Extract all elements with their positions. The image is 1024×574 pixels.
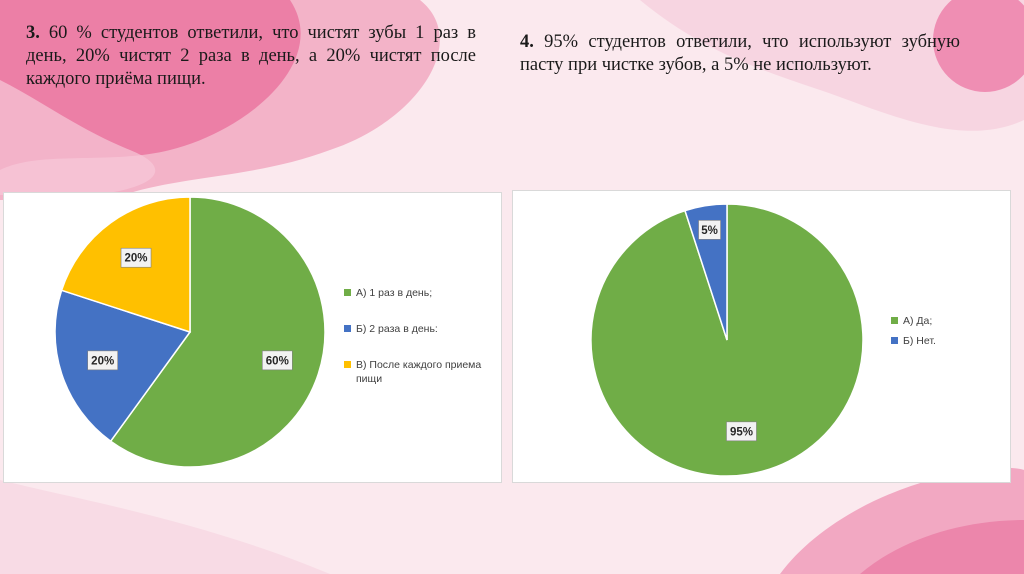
chart-panel-brushing-frequency: 60% 20% 20% А) 1 раз в день; Б) 2 раза в ден… bbox=[3, 192, 502, 483]
slide-text-3: 3. 60 % студентов ответили, что чистят з… bbox=[26, 22, 476, 91]
legend-entry: В) После каждого приема пищи bbox=[344, 359, 481, 385]
legend-swatch bbox=[344, 325, 351, 332]
legend-label: А) Да; bbox=[903, 315, 932, 327]
legend-entry: Б) 2 раза в день: bbox=[344, 323, 438, 335]
legend-swatch bbox=[344, 289, 351, 296]
slide-text-4: 4. 95% студентов ответили, что использую… bbox=[520, 31, 960, 77]
pie-slice bbox=[109, 196, 326, 468]
chart-panel-toothpaste-use: 95% 5% А) Да; Б) Нет. bbox=[512, 190, 1011, 483]
slice-data-label: 20% bbox=[87, 350, 118, 371]
legend-label: А) 1 раз в день; bbox=[356, 287, 432, 299]
legend-swatch bbox=[891, 337, 898, 344]
legend-entry: Б) Нет. bbox=[891, 335, 936, 347]
item-text: 60 % студентов ответили, что чистят зубы… bbox=[26, 23, 476, 89]
legend-label: В) После каждого приема bbox=[356, 359, 481, 371]
svg-text:20%: 20% bbox=[91, 355, 114, 367]
slice-data-label: 95% bbox=[726, 421, 757, 442]
legend-entry: А) Да; bbox=[891, 315, 932, 327]
pie-chart-toothpaste-use: 95% 5% А) Да; Б) Нет. bbox=[590, 203, 936, 477]
pie-chart-brushing-frequency: 60% 20% 20% А) 1 раз в день; Б) 2 раза в ден… bbox=[54, 196, 481, 468]
legend-swatch bbox=[344, 361, 351, 368]
svg-text:95%: 95% bbox=[730, 426, 753, 438]
item-number: 3. bbox=[26, 23, 40, 43]
svg-text:5%: 5% bbox=[701, 225, 718, 237]
slice-data-label: 60% bbox=[262, 350, 293, 371]
legend-entry: А) 1 раз в день; bbox=[344, 287, 432, 299]
legend-swatch bbox=[891, 317, 898, 324]
pie-slice bbox=[54, 289, 192, 443]
item-number: 4. bbox=[520, 32, 534, 52]
slice-data-label: 20% bbox=[120, 247, 152, 268]
item-text: 95% студентов ответили, что используют з… bbox=[520, 32, 960, 75]
legend-label: Б) Нет. bbox=[903, 335, 936, 347]
legend-label: пищи bbox=[356, 373, 382, 385]
svg-text:60%: 60% bbox=[266, 355, 289, 367]
legend-label: Б) 2 раза в день: bbox=[356, 323, 438, 335]
svg-text:20%: 20% bbox=[125, 253, 148, 265]
slice-data-label: 5% bbox=[698, 220, 721, 240]
